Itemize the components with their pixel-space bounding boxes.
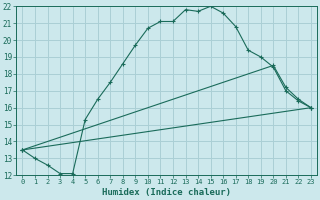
X-axis label: Humidex (Indice chaleur): Humidex (Indice chaleur)	[102, 188, 231, 197]
